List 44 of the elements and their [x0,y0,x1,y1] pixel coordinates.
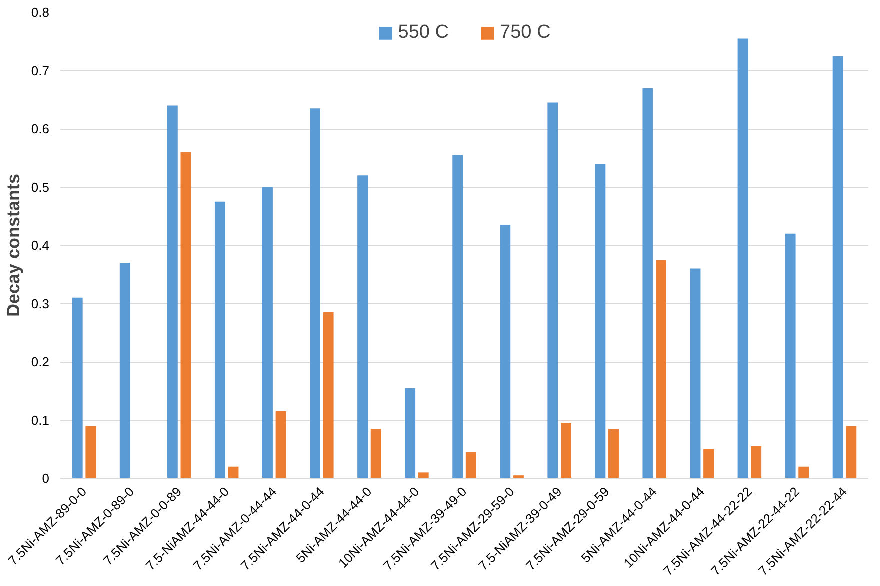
y-tick-label: 0.3 [31,296,50,312]
bar [86,426,96,478]
bar [214,202,226,478]
y-tick-label: 0.2 [31,354,50,370]
bar [120,262,130,478]
bar [832,56,844,478]
bar [228,466,239,478]
bar [418,472,429,478]
legend-label: 550 C [398,22,449,44]
bar [500,225,511,478]
bar [452,155,464,478]
bar [358,176,368,478]
bar [262,187,273,478]
bar [310,108,320,478]
legend-label: 750 C [500,22,551,44]
y-tick-label: 0.5 [31,180,50,195]
bar [72,298,83,478]
bar [276,412,286,478]
bar [751,446,762,478]
bar [608,428,619,478]
y-tick-label: 0.6 [31,122,50,136]
bar [548,102,558,478]
bar [704,449,714,478]
y-tick-label: 0.1 [31,412,50,428]
bar [642,88,654,478]
bar [560,423,572,478]
y-tick-label: 0.7 [31,63,50,78]
bar [323,312,334,478]
bar [846,426,857,478]
bar [785,234,796,478]
bar [167,106,178,478]
bar [690,268,701,478]
bar [595,164,606,478]
bar [466,452,476,478]
y-axis-title: Decay constants [3,174,24,318]
bar [405,388,416,478]
bar [180,152,192,478]
bar [738,38,748,478]
bar [370,428,382,478]
bar [798,466,810,478]
y-tick-label: 0.8 [31,5,50,20]
y-tick-label: 0 [42,471,50,486]
bar [656,260,666,478]
y-tick-label: 0.4 [31,238,50,253]
